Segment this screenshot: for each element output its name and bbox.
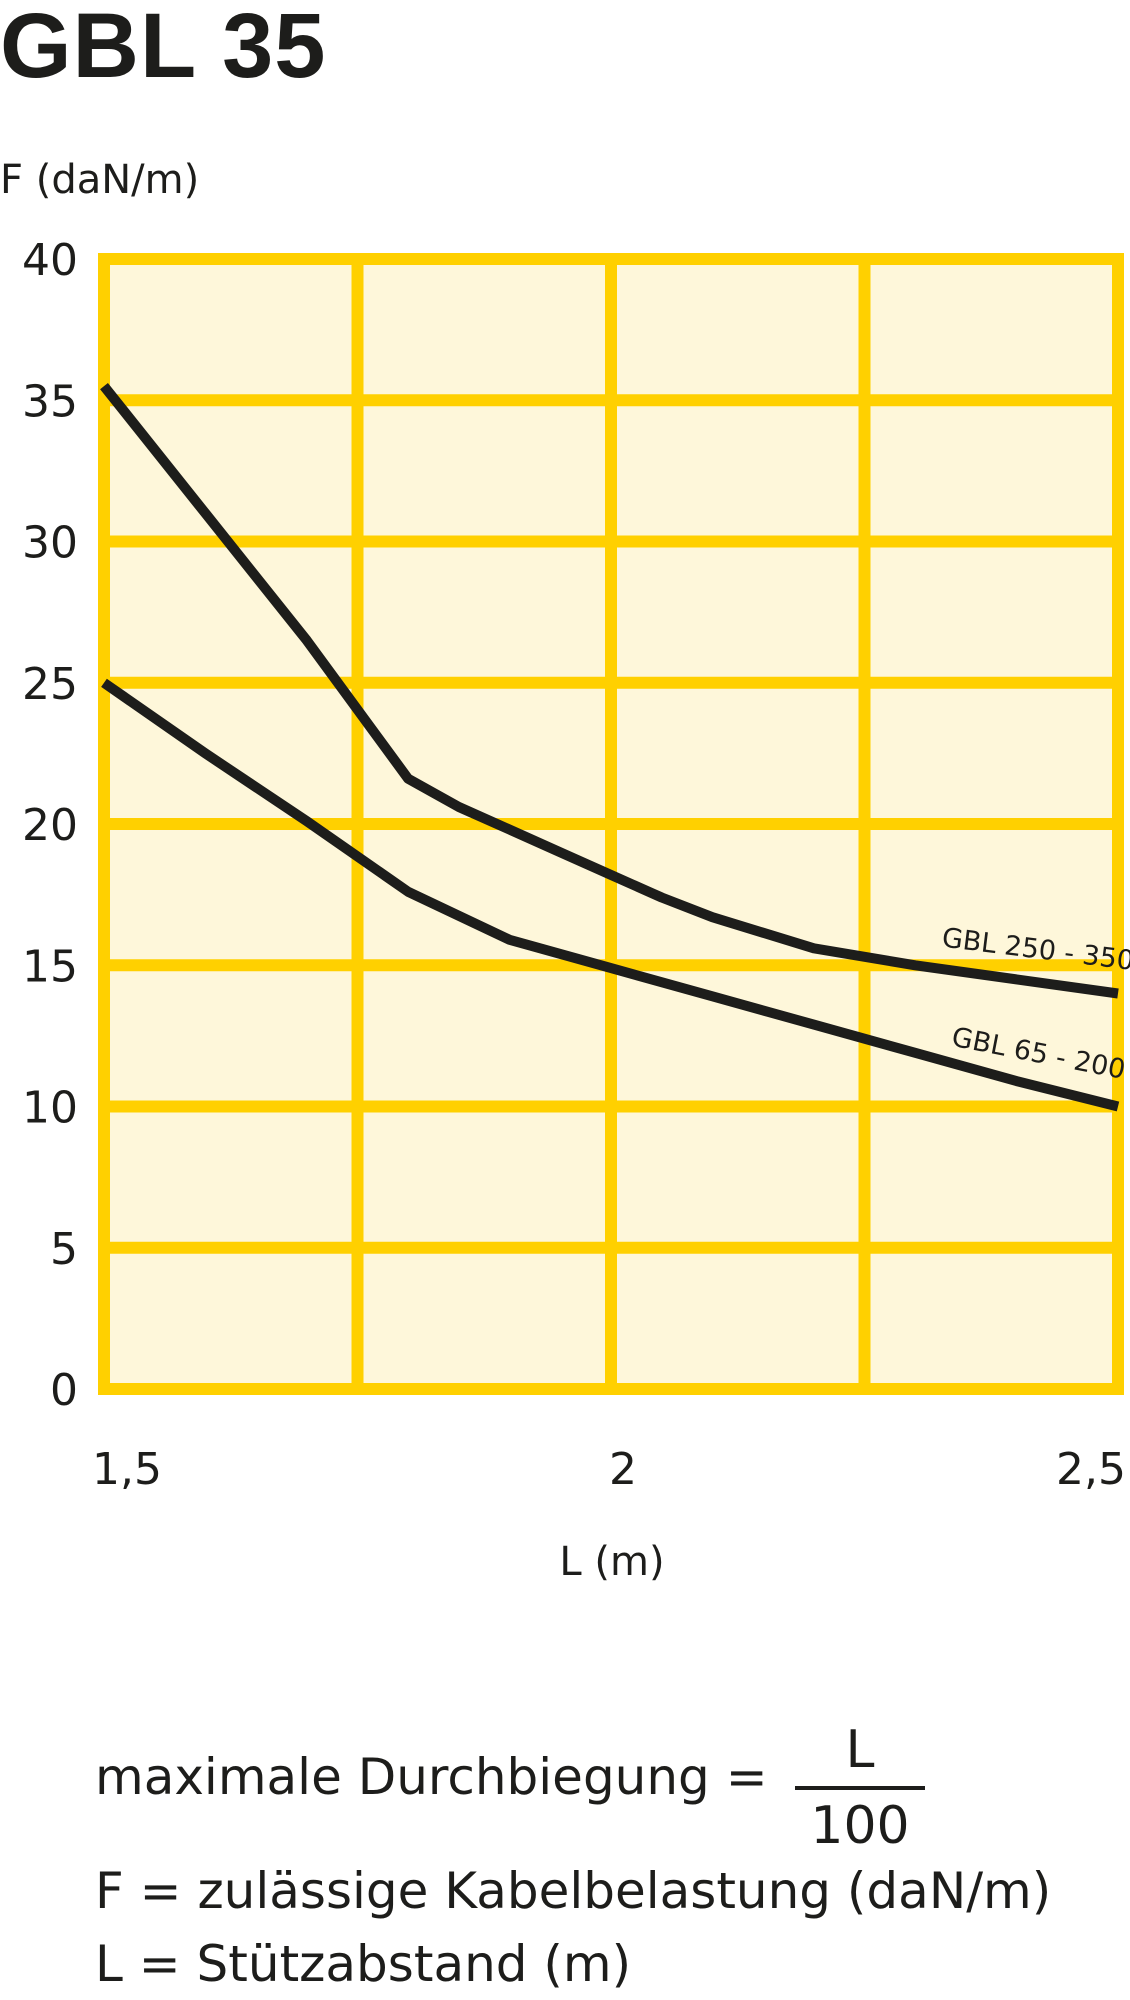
deflection-formula-text: maximale Durchbiegung =: [95, 1748, 768, 1806]
x-tick-2,5: 2,5: [1056, 1444, 1126, 1495]
x-axis-label: L (m): [559, 1539, 664, 1585]
y-tick-15: 15: [22, 941, 78, 992]
chart-title: GBL 35: [0, 0, 327, 97]
y-tick-30: 30: [22, 518, 78, 569]
y-tick-0: 0: [50, 1365, 78, 1416]
x-tick-2: 2: [609, 1444, 637, 1495]
y-tick-35: 35: [22, 376, 78, 427]
grid-lines: [98, 253, 1124, 1395]
fraction-bar: [795, 1786, 925, 1790]
y-axis-label: F (daN/m): [0, 157, 199, 203]
fraction-denominator: 100: [810, 1796, 910, 1856]
y-tick-5: 5: [50, 1224, 78, 1275]
y-tick-40: 40: [22, 235, 78, 286]
f-definition: F = zulässige Kabelbelastung (daN/m): [95, 1862, 1052, 1920]
y-tick-25: 25: [22, 659, 78, 710]
series-line-2: [101, 678, 1120, 1112]
series-lines: [100, 382, 1120, 1112]
x-tick-1,5: 1,5: [92, 1444, 162, 1495]
y-tick-20: 20: [22, 800, 78, 851]
deflection-fraction: L 100: [795, 1720, 925, 1856]
series-line-1: [100, 382, 1119, 999]
y-tick-labels: 0 5 10 15 20 25 30 35 40: [22, 235, 78, 1416]
x-tick-labels: 1,5 2 2,5: [92, 1444, 1126, 1495]
l-definition: L = Stützabstand (m): [95, 1935, 632, 1993]
y-tick-10: 10: [22, 1083, 78, 1134]
fraction-numerator: L: [845, 1720, 875, 1780]
